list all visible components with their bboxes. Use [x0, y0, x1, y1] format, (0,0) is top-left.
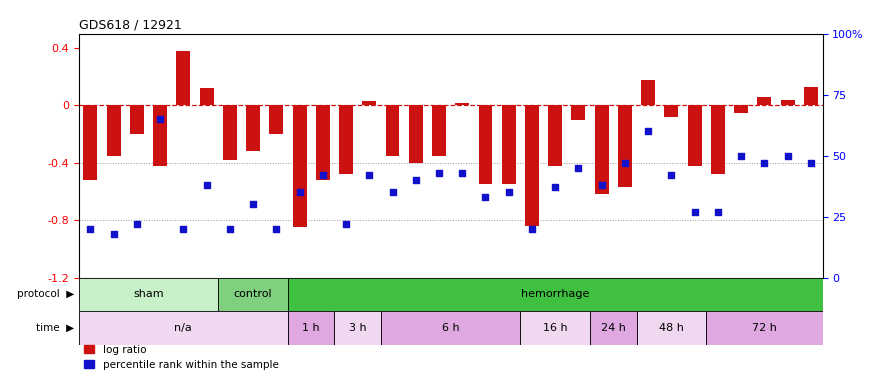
Point	[386, 189, 400, 195]
Text: n/a: n/a	[174, 323, 192, 333]
Text: 24 h: 24 h	[601, 323, 626, 333]
Bar	[340, 105, 353, 174]
Text: 72 h: 72 h	[752, 323, 777, 333]
Legend: log ratio, percentile rank within the sample: log ratio, percentile rank within the sa…	[84, 345, 278, 370]
Bar	[362, 101, 376, 105]
Bar	[130, 105, 144, 134]
Bar	[288, 311, 334, 345]
Bar	[571, 105, 585, 120]
Text: 16 h: 16 h	[542, 323, 568, 333]
Point	[362, 172, 376, 178]
Bar	[618, 105, 632, 187]
Bar	[246, 105, 260, 152]
Bar	[758, 97, 772, 105]
Bar	[316, 105, 330, 180]
Bar	[386, 105, 400, 156]
Text: 48 h: 48 h	[659, 323, 684, 333]
Text: sham: sham	[133, 290, 164, 299]
Bar	[706, 311, 822, 345]
Point	[270, 226, 284, 232]
Bar	[664, 105, 678, 117]
Text: protocol  ▶: protocol ▶	[18, 290, 74, 299]
Point	[246, 201, 260, 207]
Point	[595, 182, 609, 188]
Bar	[521, 311, 590, 345]
Point	[316, 172, 330, 178]
Point	[758, 160, 772, 166]
Point	[804, 160, 818, 166]
Point	[780, 153, 794, 159]
Bar	[409, 105, 423, 163]
Text: 6 h: 6 h	[442, 323, 459, 333]
Bar	[734, 105, 748, 112]
Bar	[501, 105, 515, 184]
Point	[130, 221, 144, 227]
Bar	[218, 278, 288, 311]
Point	[292, 189, 306, 195]
Point	[571, 165, 585, 171]
Point	[107, 231, 121, 237]
Bar	[590, 311, 637, 345]
Point	[549, 184, 563, 190]
Point	[734, 153, 748, 159]
Bar	[292, 105, 306, 227]
Point	[432, 170, 446, 176]
Bar	[525, 105, 539, 226]
Bar	[432, 105, 446, 156]
Point	[688, 209, 702, 214]
Point	[223, 226, 237, 232]
Bar	[177, 51, 191, 105]
Point	[501, 189, 515, 195]
Point	[525, 226, 539, 232]
Point	[409, 177, 423, 183]
Bar	[153, 105, 167, 166]
Bar	[595, 105, 609, 194]
Text: GDS618 / 12921: GDS618 / 12921	[79, 18, 181, 31]
Bar	[223, 105, 237, 160]
Bar	[381, 311, 521, 345]
Point	[710, 209, 724, 214]
Bar	[711, 105, 724, 174]
Bar	[288, 278, 822, 311]
Bar	[79, 278, 218, 311]
Bar	[270, 105, 284, 134]
Bar	[455, 103, 469, 105]
Text: time  ▶: time ▶	[36, 323, 74, 333]
Point	[83, 226, 97, 232]
Bar	[688, 105, 702, 166]
Point	[455, 170, 469, 176]
Bar	[549, 105, 563, 166]
Bar	[637, 311, 706, 345]
Text: hemorrhage: hemorrhage	[521, 290, 590, 299]
Point	[153, 116, 167, 122]
Point	[664, 172, 678, 178]
Point	[641, 128, 655, 134]
Text: control: control	[234, 290, 272, 299]
Bar	[804, 87, 818, 105]
Bar	[107, 105, 121, 156]
Bar	[780, 100, 794, 105]
Bar	[641, 80, 655, 105]
Point	[200, 182, 214, 188]
Bar	[479, 105, 493, 184]
Text: 3 h: 3 h	[349, 323, 367, 333]
Bar	[83, 105, 97, 180]
Point	[479, 194, 493, 200]
Bar	[200, 88, 214, 105]
Point	[177, 226, 191, 232]
Bar	[334, 311, 381, 345]
Point	[339, 221, 353, 227]
Text: 1 h: 1 h	[303, 323, 320, 333]
Point	[618, 160, 632, 166]
Bar	[79, 311, 288, 345]
